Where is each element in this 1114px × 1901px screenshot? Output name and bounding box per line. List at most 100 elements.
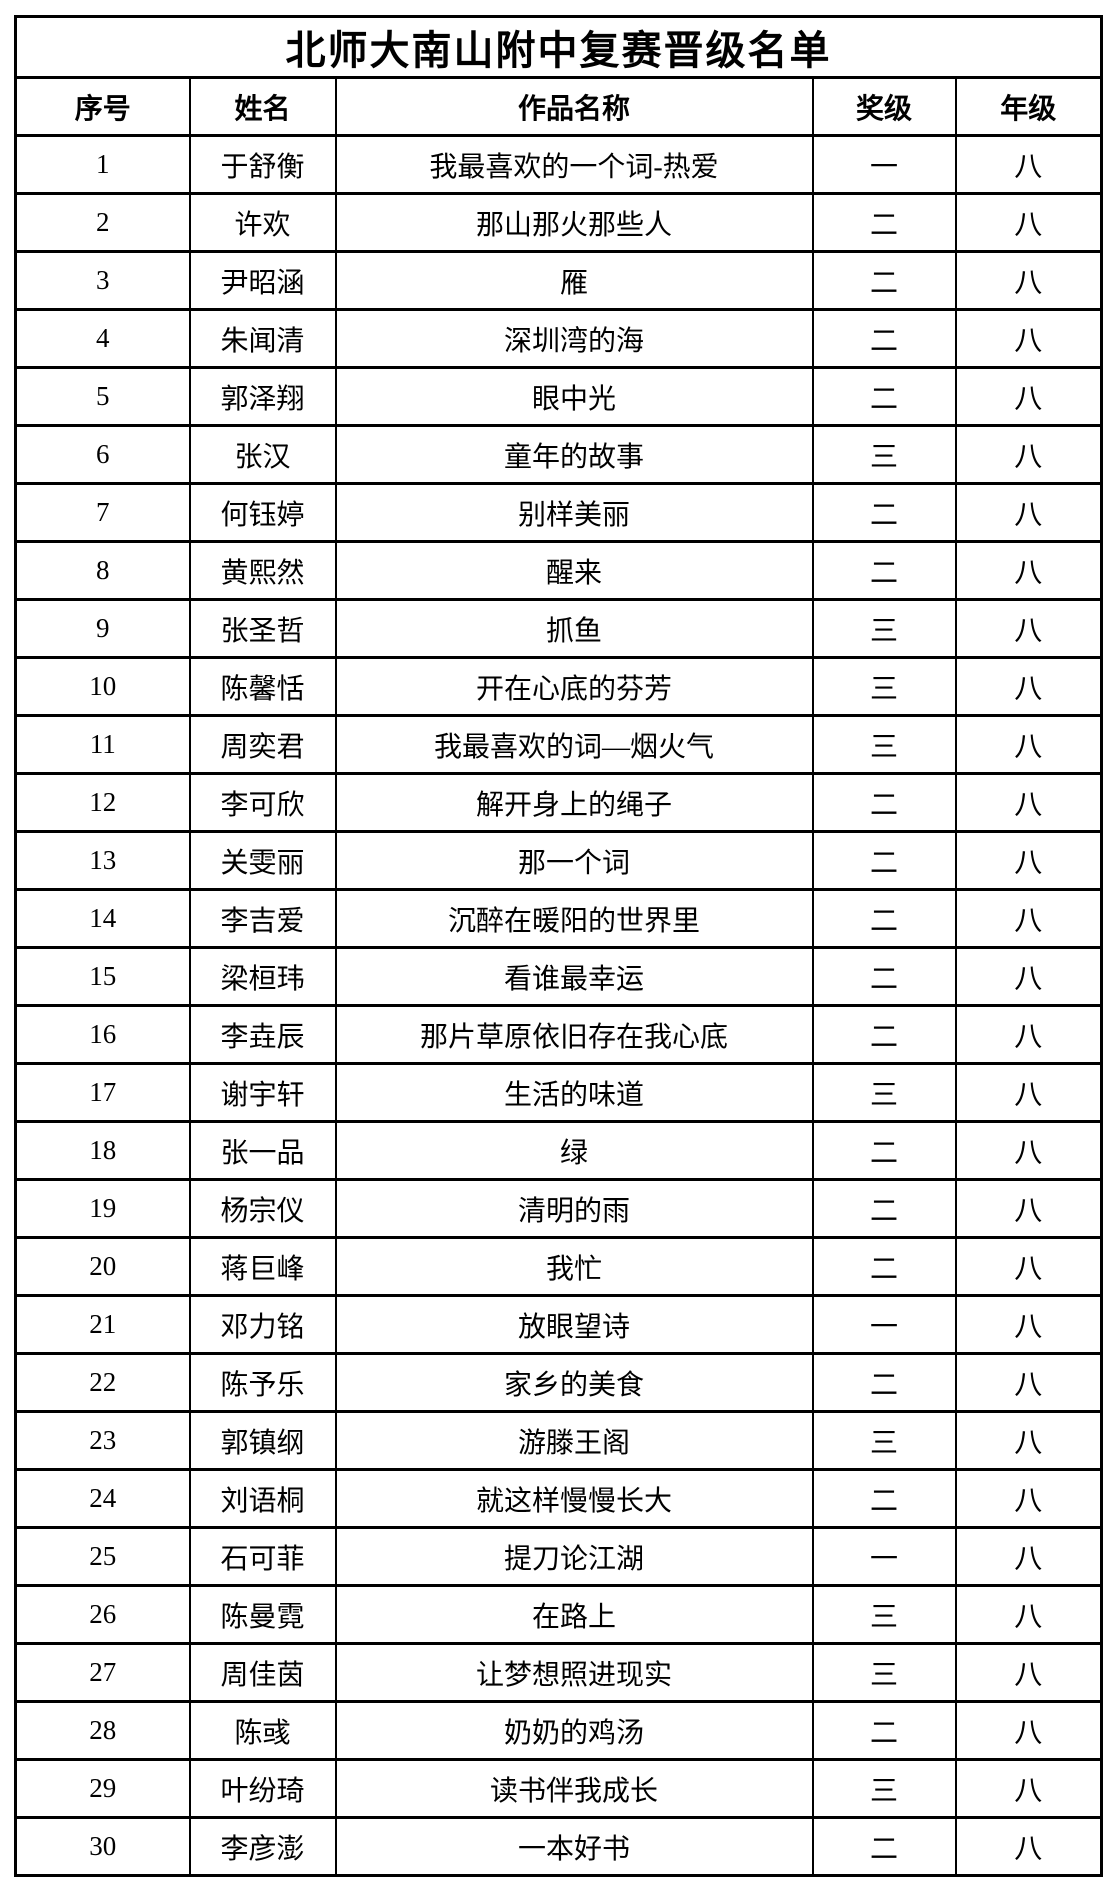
grade-level-cell: 八: [954, 1178, 1103, 1239]
table-row: 10 陈馨恬 开在心底的芬芳三八: [14, 656, 1103, 717]
award-level-cell: 二: [811, 1700, 957, 1761]
award-level-cell: 三: [811, 1758, 957, 1819]
row-number-cell: 9: [14, 598, 191, 659]
work-title-cell: 让梦想照进现实: [334, 1642, 814, 1703]
table-row: 20 蒋巨峰 我忙二八: [14, 1236, 1103, 1297]
award-level-cell: 二: [811, 1468, 957, 1529]
grade-level-cell: 八: [954, 366, 1103, 427]
table-row: 27 周佳茵 让梦想照进现实三八: [14, 1642, 1103, 1703]
table-body: 1 于舒衡 我最喜欢的一个词-热爱一八 2 许欢 那山那火那些人二八 3 尹昭涵雁二八 4 朱闻清…: [14, 134, 1103, 1877]
grade-level-cell: 八: [954, 1004, 1103, 1065]
row-number-cell: 13: [14, 830, 191, 891]
award-level-cell: 三: [811, 656, 957, 717]
row-number-cell: 8: [14, 540, 191, 601]
student-name-cell: 陈曼霓: [188, 1584, 337, 1645]
award-level-cell: 三: [811, 1584, 957, 1645]
award-level-cell: 三: [811, 1410, 957, 1471]
grade-level-cell: 八: [954, 714, 1103, 775]
row-number-cell: 18: [14, 1120, 191, 1181]
table-row: 2 许欢 那山那火那些人二八: [14, 192, 1103, 253]
award-level-cell: 二: [811, 540, 957, 601]
award-level-cell: 二: [811, 830, 957, 891]
work-title-cell: 绿: [334, 1120, 814, 1181]
row-number-cell: 7: [14, 482, 191, 543]
table-row: 11 周奕君 我最喜欢的词—烟火气三八: [14, 714, 1103, 775]
award-level-cell: 三: [811, 424, 957, 485]
grade-level-cell: 八: [954, 1700, 1103, 1761]
grade-level-cell: 八: [954, 308, 1103, 369]
header-row: 序号 姓名 作品名称 奖级 年级: [14, 76, 1103, 137]
grade-level-cell: 八: [954, 1352, 1103, 1413]
work-title-cell: 就这样慢慢长大: [334, 1468, 814, 1529]
work-title-cell: 童年的故事: [334, 424, 814, 485]
grade-level-cell: 八: [954, 192, 1103, 253]
student-name-cell: 李彦澎: [188, 1816, 337, 1877]
grade-level-cell: 八: [954, 250, 1103, 311]
row-number-cell: 29: [14, 1758, 191, 1819]
work-title-cell: 家乡的美食: [334, 1352, 814, 1413]
row-number-cell: 10: [14, 656, 191, 717]
grade-level-cell: 八: [954, 1758, 1103, 1819]
student-name-cell: 陈馨恬: [188, 656, 337, 717]
grade-level-cell: 八: [954, 1062, 1103, 1123]
grade-level-cell: 八: [954, 1526, 1103, 1587]
student-name-cell: 刘语桐: [188, 1468, 337, 1529]
award-level-cell: 二: [811, 1178, 957, 1239]
grade-level-cell: 八: [954, 424, 1103, 485]
table-row: 21 邓力铭 放眼望诗一八: [14, 1294, 1103, 1355]
row-number-cell: 2: [14, 192, 191, 253]
student-name-cell: 蒋巨峰: [188, 1236, 337, 1297]
award-level-cell: 二: [811, 192, 957, 253]
student-name-cell: 周奕君: [188, 714, 337, 775]
table-row: 16 李垚辰 那片草原依旧存在我心底二八: [14, 1004, 1103, 1065]
student-name-cell: 张一品: [188, 1120, 337, 1181]
work-title-cell: 那片草原依旧存在我心底: [334, 1004, 814, 1065]
work-title-cell: 开在心底的芬芳: [334, 656, 814, 717]
award-level-cell: 二: [811, 1120, 957, 1181]
row-number-cell: 3: [14, 250, 191, 311]
table-row: 17 谢宇轩 生活的味道三八: [14, 1062, 1103, 1123]
student-name-cell: 周佳茵: [188, 1642, 337, 1703]
table-row: 9 张圣哲 抓鱼三八: [14, 598, 1103, 659]
table-row: 15 梁桓玮 看谁最幸运二八: [14, 946, 1103, 1007]
student-name-cell: 关雯丽: [188, 830, 337, 891]
student-name-cell: 梁桓玮: [188, 946, 337, 1007]
grade-level-cell: 八: [954, 134, 1103, 195]
table-row: 3 尹昭涵雁二八: [14, 250, 1103, 311]
grade-level-cell: 八: [954, 1410, 1103, 1471]
grade-level-cell: 八: [954, 1816, 1103, 1877]
grade-level-cell: 八: [954, 1294, 1103, 1355]
student-name-cell: 郭镇纲: [188, 1410, 337, 1471]
award-level-cell: 二: [811, 482, 957, 543]
award-level-cell: 二: [811, 772, 957, 833]
student-name-cell: 何钰婷: [188, 482, 337, 543]
award-level-cell: 二: [811, 888, 957, 949]
award-level-cell: 一: [811, 1294, 957, 1355]
row-number-cell: 23: [14, 1410, 191, 1471]
student-name-cell: 黄熙然: [188, 540, 337, 601]
table-row: 12 李可欣 解开身上的绳子二八: [14, 772, 1103, 833]
table-row: 8 黄熙然 醒来二八: [14, 540, 1103, 601]
column-header-award: 奖级: [811, 76, 957, 137]
award-level-cell: 三: [811, 598, 957, 659]
promotion-list-table: 北师大南山附中复赛晋级名单 序号 姓名 作品名称 奖级 年级 1 于舒衡 我最喜欢的…: [14, 15, 1104, 1877]
student-name-cell: 杨宗仪: [188, 1178, 337, 1239]
work-title-cell: 解开身上的绳子: [334, 772, 814, 833]
row-number-cell: 20: [14, 1236, 191, 1297]
student-name-cell: 李可欣: [188, 772, 337, 833]
award-level-cell: 一: [811, 134, 957, 195]
column-header-name: 姓名: [188, 76, 337, 137]
column-header-grade: 年级: [954, 76, 1103, 137]
work-title-cell: 放眼望诗: [334, 1294, 814, 1355]
student-name-cell: 陈彧: [188, 1700, 337, 1761]
work-title-cell: 我最喜欢的一个词-热爱: [334, 134, 814, 195]
grade-level-cell: 八: [954, 1642, 1103, 1703]
row-number-cell: 19: [14, 1178, 191, 1239]
grade-level-cell: 八: [954, 598, 1103, 659]
student-name-cell: 邓力铭: [188, 1294, 337, 1355]
work-title-cell: 我最喜欢的词—烟火气: [334, 714, 814, 775]
work-title-cell: 我忙: [334, 1236, 814, 1297]
table-row: 25 石可菲 提刀论江湖一八: [14, 1526, 1103, 1587]
row-number-cell: 25: [14, 1526, 191, 1587]
work-title-cell: 深圳湾的海: [334, 308, 814, 369]
